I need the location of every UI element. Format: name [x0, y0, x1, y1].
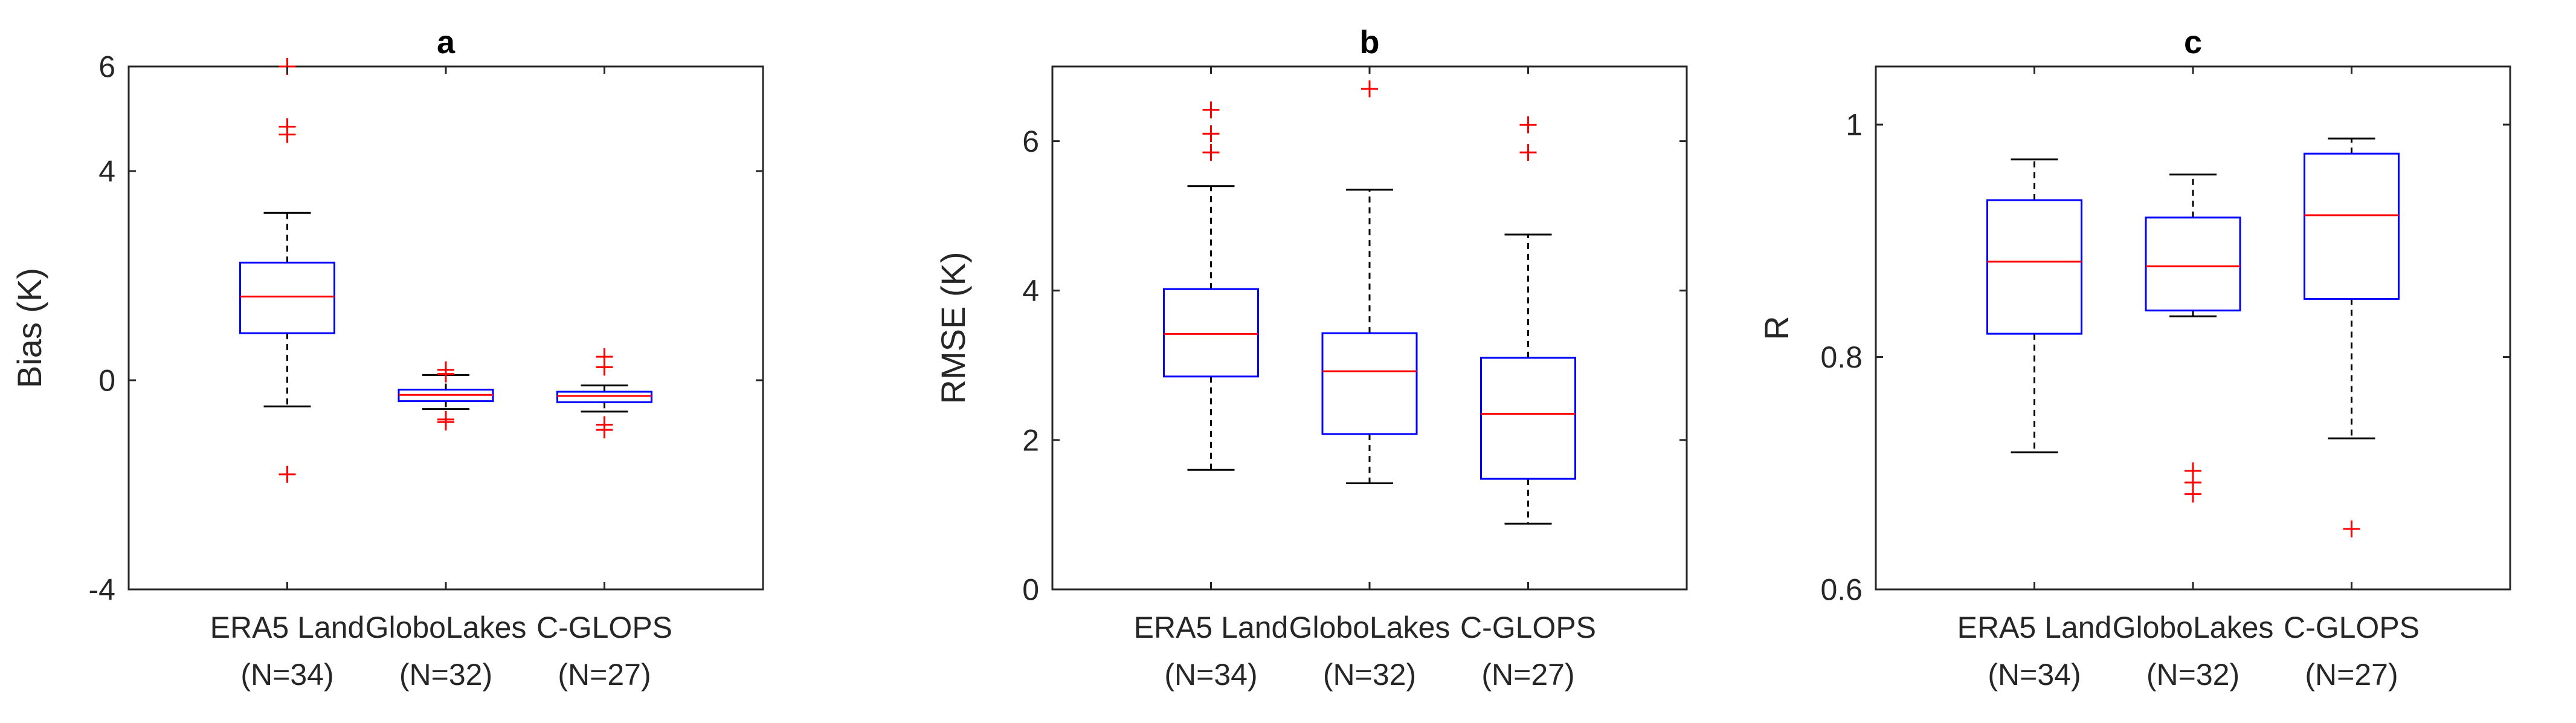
- y-tick-label: 0: [1022, 573, 1039, 607]
- box-globolakes: [398, 361, 494, 431]
- outlier-point: [1202, 101, 1220, 118]
- outlier-point: [2185, 485, 2201, 503]
- category-count: (N=34): [240, 658, 333, 692]
- category-count: (N=34): [1988, 658, 2081, 692]
- outlier-point: [279, 126, 296, 143]
- category-label: GloboLakes: [2113, 611, 2274, 644]
- y-tick-label: -4: [89, 573, 115, 607]
- category-count: (N=32): [2146, 658, 2240, 692]
- category-label: ERA5 Land: [210, 611, 365, 644]
- outlier-point: [596, 421, 613, 439]
- category-count: (N=27): [2305, 658, 2398, 692]
- y-tick-label: 4: [98, 155, 115, 189]
- box-era5-land: [1986, 158, 2082, 453]
- category-count: (N=32): [1323, 658, 1416, 692]
- iqr-box: [2145, 216, 2241, 312]
- panel-b: b RMSE (K) 0 2 4 6 ERA5 Land (N=34) Glob…: [934, 24, 1688, 692]
- category-label: ERA5 Land: [1134, 611, 1289, 644]
- y-tick-label: 1: [1846, 108, 1863, 142]
- outlier-point: [1202, 125, 1220, 143]
- outlier-point: [596, 358, 613, 376]
- outlier-point: [1202, 144, 1220, 161]
- y-axis-label: R: [1757, 316, 1795, 340]
- y-tick-label: 6: [98, 50, 115, 84]
- outlier-point: [437, 365, 454, 383]
- panel-title: a: [437, 24, 456, 60]
- outlier-point: [2343, 520, 2360, 538]
- iqr-box: [2304, 152, 2400, 300]
- y-tick-label: 0.8: [1820, 340, 1863, 374]
- outlier-point: [1519, 116, 1537, 134]
- category-label: ERA5 Land: [1957, 611, 2112, 644]
- category-label: GloboLakes: [1289, 611, 1451, 644]
- y-tick-label: 0.6: [1820, 573, 1863, 607]
- box-globolakes: [2145, 173, 2241, 503]
- box-c-glops: [1480, 116, 1576, 525]
- y-tick-label: 0: [98, 364, 115, 398]
- category-label: C-GLOPS: [536, 611, 672, 644]
- category-count: (N=27): [1481, 658, 1574, 692]
- box-era5-land: [239, 58, 335, 483]
- box-globolakes: [1321, 80, 1418, 485]
- panel-a: a Bias (K) -4 0 4 6 ERA5 Land (N=34) Glo…: [10, 24, 764, 692]
- box-c-glops: [2304, 137, 2400, 538]
- category-label: GloboLakes: [365, 611, 527, 644]
- category-label: C-GLOPS: [2284, 611, 2420, 644]
- category-count: (N=34): [1164, 658, 1257, 692]
- box-era5-land: [1163, 101, 1259, 471]
- panel-c: c R 0.6 0.8 1 ERA5 Land (N=34) GloboLake…: [1757, 24, 2511, 692]
- outlier-point: [279, 465, 296, 483]
- iqr-box: [556, 391, 652, 403]
- y-axis-label: RMSE (K): [934, 252, 972, 404]
- iqr-box: [1321, 332, 1418, 435]
- panel-title: c: [2184, 24, 2202, 60]
- box-c-glops: [556, 348, 652, 439]
- panel-title: b: [1360, 24, 1380, 60]
- category-count: (N=27): [558, 658, 651, 692]
- outlier-point: [1361, 80, 1378, 98]
- y-tick-label: 4: [1022, 274, 1039, 308]
- iqr-box: [1986, 199, 2082, 335]
- category-label: C-GLOPS: [1460, 611, 1596, 644]
- y-tick-label: 2: [1022, 423, 1039, 457]
- category-count: (N=32): [399, 658, 492, 692]
- iqr-box: [239, 261, 335, 334]
- y-tick-label: 6: [1022, 125, 1039, 158]
- iqr-box: [1163, 288, 1259, 378]
- y-axis-label: Bias (K): [10, 268, 48, 388]
- outlier-point: [437, 413, 454, 431]
- outlier-point: [1519, 144, 1537, 161]
- iqr-box: [1480, 357, 1576, 480]
